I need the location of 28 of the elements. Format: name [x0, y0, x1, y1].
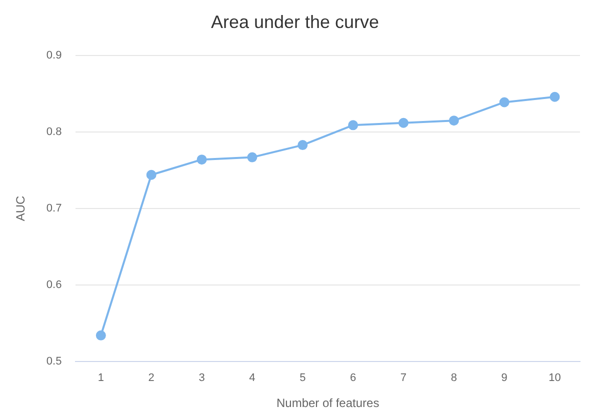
x-tick-label: 2: [148, 372, 154, 384]
point: [398, 118, 408, 128]
point: [550, 92, 560, 102]
y-tick-label: 0.7: [46, 202, 62, 215]
point: [247, 152, 258, 162]
point: [348, 120, 358, 130]
x-tick-label: 1: [98, 372, 104, 384]
point: [146, 170, 156, 180]
y-tick-label: 0.8: [46, 126, 62, 138]
point: [499, 97, 510, 108]
point: [298, 140, 308, 150]
x-tick-label: 10: [548, 372, 561, 384]
x-tick-label: 5: [300, 372, 306, 384]
x-axis-title: Number of features: [276, 396, 380, 410]
point: [448, 116, 459, 126]
y-tick-label: 0.6: [46, 278, 62, 291]
y-axis-title: AUC: [14, 196, 28, 222]
x-tick-label: 3: [198, 372, 205, 384]
x-tick-label: 9: [501, 372, 508, 384]
x-tick-label: 6: [350, 372, 356, 384]
chart-title: Area under the curve: [210, 12, 380, 32]
y-tick-label: 0.5: [46, 355, 62, 368]
x-tick-label: 8: [450, 372, 457, 384]
x-tick-label: 7: [400, 372, 407, 384]
x-tick-label: 4: [249, 372, 256, 384]
point: [196, 154, 207, 165]
point: [96, 330, 106, 340]
y-tick-label: 0.9: [46, 50, 62, 62]
